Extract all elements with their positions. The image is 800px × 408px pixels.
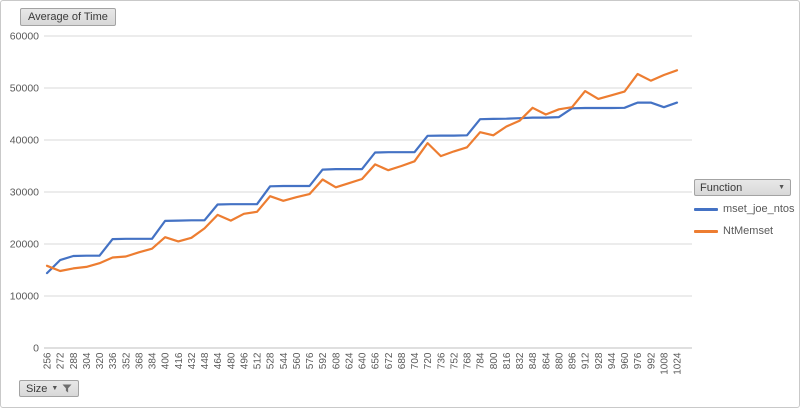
legend-field-button[interactable]: Function ▼ [694, 179, 791, 196]
x-tick-label: 512 [253, 352, 264, 369]
x-tick-label: 720 [423, 352, 434, 369]
x-tick-label: 496 [239, 352, 250, 369]
legend-field-label: Function [700, 181, 743, 194]
x-tick-label: 880 [554, 352, 565, 369]
x-tick-label: 704 [410, 352, 421, 369]
x-tick-label: 480 [226, 352, 237, 369]
x-tick-label: 448 [200, 352, 211, 369]
x-tick-label: 1008 [659, 352, 670, 375]
x-tick-label: 928 [594, 352, 605, 369]
x-tick-label: 576 [305, 352, 316, 369]
x-tick-label: 912 [581, 352, 592, 369]
y-tick-label: 60000 [10, 31, 39, 43]
x-tick-label: 832 [515, 352, 526, 369]
x-tick-label: 960 [620, 352, 631, 369]
series-line-mset_joe_ntos[interactable] [45, 101, 679, 275]
y-tick-label: 0 [33, 343, 39, 355]
y-tick-label: 40000 [10, 135, 39, 147]
x-tick-label: 848 [528, 352, 539, 369]
x-tick-label: 752 [449, 352, 460, 369]
y-tick-label: 50000 [10, 83, 39, 95]
x-tick-label: 288 [69, 352, 80, 369]
filter-funnel-icon [62, 384, 72, 393]
x-tick-label: 400 [161, 352, 172, 369]
chevron-down-icon: ▼ [51, 385, 59, 392]
x-tick-label: 992 [646, 352, 657, 369]
x-tick-label: 784 [476, 352, 487, 369]
x-tick-label: 816 [502, 352, 513, 369]
legend-swatch [694, 229, 718, 233]
x-tick-label: 336 [108, 352, 119, 369]
x-tick-label: 656 [371, 352, 382, 369]
legend-label: mset_joe_ntos [723, 203, 795, 215]
value-field-label: Average of Time [28, 11, 108, 23]
x-tick-label: 544 [279, 352, 290, 369]
chevron-down-icon: ▼ [778, 184, 785, 191]
legend-swatch [694, 207, 718, 211]
x-tick-label: 272 [56, 352, 67, 369]
x-tick-label: 976 [633, 352, 644, 369]
x-tick-label: 528 [266, 352, 277, 369]
x-tick-label: 736 [436, 352, 447, 369]
legend-entries: mset_joe_ntos NtMemset [694, 198, 795, 242]
value-field-button[interactable]: Average of Time [20, 8, 116, 26]
x-tick-label: 464 [213, 352, 224, 369]
y-tick-label: 10000 [10, 291, 39, 303]
x-tick-label: 624 [344, 352, 355, 369]
axis-field-label: Size [26, 382, 48, 395]
x-tick-label: 256 [43, 352, 54, 369]
x-tick-label: 608 [331, 352, 342, 369]
x-tick-label: 560 [292, 352, 303, 369]
x-tick-label: 384 [148, 352, 159, 369]
x-tick-label: 640 [358, 352, 369, 369]
x-tick-label: 592 [318, 352, 329, 369]
x-tick-label: 368 [134, 352, 145, 369]
axis-field-button[interactable]: Size ▼ [19, 380, 80, 397]
x-tick-label: 304 [82, 352, 93, 369]
y-tick-label: 30000 [10, 187, 39, 199]
legend-entry-mset_joe_ntos[interactable]: mset_joe_ntos [694, 198, 795, 220]
legend-label: NtMemset [723, 225, 774, 237]
series-line-NtMemset[interactable] [45, 69, 679, 273]
x-tick-label: 1024 [673, 352, 684, 375]
x-tick-label: 352 [121, 352, 132, 369]
x-tick-label: 944 [607, 352, 618, 369]
y-tick-label: 20000 [10, 239, 39, 251]
x-tick-label: 864 [541, 352, 552, 369]
x-tick-label: 320 [95, 352, 106, 369]
x-tick-label: 672 [384, 352, 395, 369]
legend-entry-NtMemset[interactable]: NtMemset [694, 220, 794, 242]
x-tick-label: 800 [489, 352, 500, 369]
x-tick-label: 768 [463, 352, 474, 369]
x-tick-label: 432 [187, 352, 198, 369]
x-tick-label: 896 [568, 352, 579, 369]
x-tick-label: 688 [397, 352, 408, 369]
x-tick-label: 416 [174, 352, 185, 369]
